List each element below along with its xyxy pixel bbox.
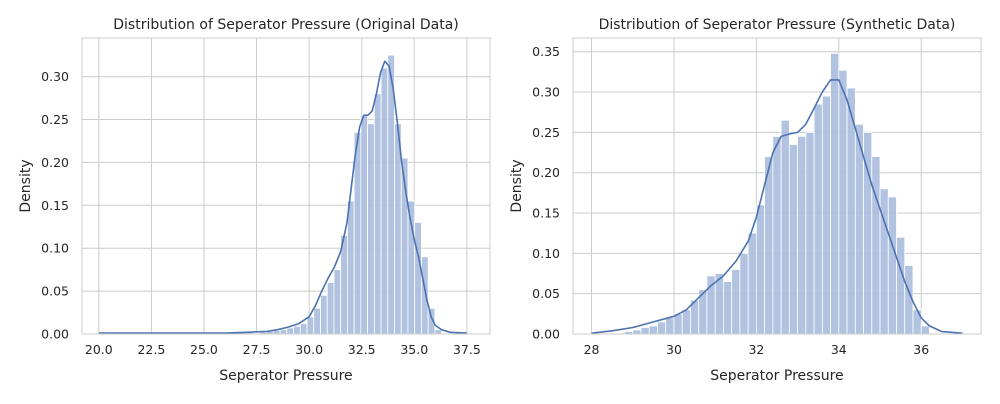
histogram-bar — [353, 131, 362, 335]
histogram-bar — [871, 156, 881, 335]
histogram-bar — [640, 327, 650, 335]
x-tick-label: 36 — [913, 342, 929, 357]
histogram-bar — [286, 327, 294, 335]
y-tick-label: 0.10 — [532, 246, 560, 261]
histogram-bar — [896, 236, 906, 335]
histogram-bar — [299, 323, 308, 335]
histogram-bar — [367, 123, 375, 335]
y-axis-label: Density — [509, 159, 525, 212]
x-tick-label: 30.0 — [295, 342, 323, 357]
histogram-bar — [648, 325, 658, 335]
plot-frame — [81, 37, 491, 335]
x-tick-label: 32.5 — [348, 342, 376, 357]
histogram-bar — [739, 252, 749, 335]
histogram-bar — [293, 325, 301, 335]
chart-panel-2: 28 30 32 34 36 0.00 0.05 0.10 0.15 0.20 0.25 0.30 0.… — [509, 17, 982, 384]
y-tick-label: 0.25 — [41, 112, 69, 127]
histogram-bar — [821, 95, 831, 335]
histogram-bar — [673, 313, 683, 335]
histogram-bar — [313, 307, 321, 335]
histogram-bar — [714, 273, 724, 335]
histogram-bar — [681, 309, 691, 335]
x-tick-label: 30 — [666, 342, 682, 357]
x-tick-label: 22.5 — [137, 342, 165, 357]
histogram-bar — [421, 256, 429, 335]
histogram-bar — [657, 321, 667, 335]
histogram-bar — [830, 52, 840, 335]
y-tick-label: 0.10 — [41, 241, 69, 256]
histogram-bar — [320, 294, 328, 335]
x-tick-label: 32 — [748, 342, 764, 357]
y-tick-label: 0.20 — [41, 155, 69, 170]
plot-frame — [572, 37, 982, 335]
y-axis-label: Density — [18, 159, 34, 212]
y-tick-label: 0.05 — [532, 286, 560, 301]
chart-title: Distribution of Seperator Pressure (Orig… — [113, 17, 458, 33]
x-tick-label: 25.0 — [190, 342, 218, 357]
y-tick-label: 0.30 — [532, 85, 560, 100]
x-tick-label: 34 — [831, 342, 847, 357]
histogram-bar — [380, 67, 389, 335]
y-tick-label: 0.30 — [41, 69, 69, 84]
histogram-bar — [414, 222, 422, 335]
histogram-bar — [373, 93, 382, 335]
histogram-bar — [887, 196, 897, 335]
histogram-bar — [797, 135, 807, 335]
x-tick-label: 37.5 — [453, 342, 481, 357]
y-tick-label: 0.00 — [532, 327, 560, 342]
histogram-bar — [764, 156, 774, 335]
histogram-bar — [723, 281, 733, 335]
y-tick-label: 0.00 — [41, 327, 69, 342]
histogram-bar — [854, 123, 864, 335]
histogram-bar — [333, 269, 342, 335]
histogram-bar — [747, 232, 757, 335]
y-tick-label: 0.15 — [41, 198, 69, 213]
x-tick-label: 28 — [584, 342, 600, 357]
histogram-bar — [360, 114, 369, 335]
kde-line — [98, 60, 467, 334]
chart-panel-1: 20.0 22.5 25.0 27.5 30.0 32.5 35.0 37.5 0.00 0.05… — [18, 17, 491, 384]
x-axis-label: Seperator Pressure — [219, 368, 352, 384]
histogram-bar — [306, 316, 315, 335]
y-tick-label: 0.05 — [41, 284, 69, 299]
histogram-bar — [920, 325, 930, 335]
histogram-bar — [347, 200, 355, 335]
histogram-bar — [279, 329, 288, 335]
histogram-bar — [912, 309, 922, 335]
x-tick-label: 20.0 — [85, 342, 113, 357]
histogram-bar — [434, 329, 443, 335]
kde-line — [591, 79, 963, 334]
histogram-bar — [326, 282, 335, 335]
histogram-bar — [755, 204, 766, 335]
y-tick-label: 0.20 — [532, 165, 560, 180]
x-tick-label: 27.5 — [243, 342, 271, 357]
histogram-bar — [788, 144, 799, 335]
histogram-bar — [813, 103, 823, 335]
chart-title: Distribution of Seperator Pressure (Synt… — [599, 17, 956, 33]
y-tick-label: 0.15 — [532, 206, 560, 221]
histogram-bar — [780, 119, 790, 335]
x-axis-label: Seperator Pressure — [710, 368, 843, 384]
histogram-bar — [805, 131, 815, 335]
y-tick-label: 0.25 — [532, 125, 560, 140]
histogram-bar — [632, 329, 642, 335]
histogram-bar — [838, 69, 848, 335]
histogram-bar — [731, 269, 741, 335]
y-tick-label: 0.35 — [532, 44, 560, 59]
histogram-bar — [665, 317, 675, 335]
histogram-bar — [772, 135, 782, 335]
x-tick-label: 35.0 — [400, 342, 428, 357]
histogram-bar — [272, 330, 281, 335]
